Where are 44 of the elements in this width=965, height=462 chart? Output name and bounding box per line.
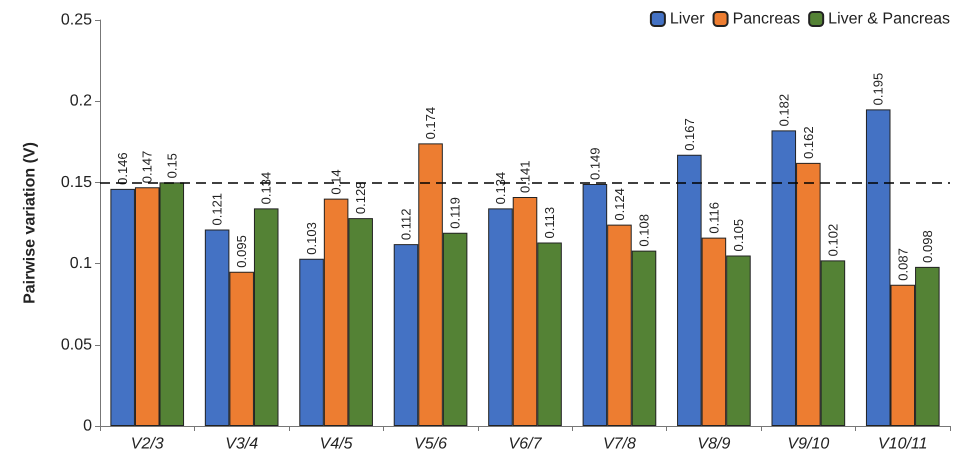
data-label: 0.113 xyxy=(542,206,558,238)
data-label: 0.116 xyxy=(706,202,722,234)
data-label: 0.14 xyxy=(328,169,344,195)
data-label: 0.15 xyxy=(164,153,180,178)
y-tick-label: 0.25 xyxy=(60,12,92,28)
data-label: 0.098 xyxy=(920,230,935,263)
data-label: 0.095 xyxy=(234,235,250,268)
x-tick-label: V8/9 xyxy=(697,436,730,452)
data-label: 0.141 xyxy=(518,160,532,194)
x-tick-label: V7/8 xyxy=(602,436,636,452)
data-label: 0.103 xyxy=(304,222,320,255)
data-label: 0.174 xyxy=(423,106,438,140)
y-tick-label: 0.05 xyxy=(60,336,92,354)
x-tick-label: V6/7 xyxy=(508,436,543,452)
x-tick-label: V5/6 xyxy=(414,436,448,452)
data-label: 0.121 xyxy=(210,192,225,226)
x-tick-label: V3/4 xyxy=(225,436,258,452)
y-tick-label: 0 xyxy=(83,418,92,434)
x-tick-label: V10/11 xyxy=(878,436,928,452)
legend-label: Pancreas xyxy=(732,10,800,28)
data-label: 0.134 xyxy=(492,172,508,204)
data-label: 0.119 xyxy=(448,197,463,229)
data-label: 0.112 xyxy=(398,208,414,240)
data-label: 0.149 xyxy=(587,147,602,180)
y-tick-label: 0.2 xyxy=(70,92,92,110)
data-label: 0.102 xyxy=(825,224,840,256)
y-tick-label: 0.15 xyxy=(60,174,92,191)
data-label: 0.087 xyxy=(895,248,910,281)
data-label: 0.147 xyxy=(140,150,155,184)
x-tick-label: V4/5 xyxy=(320,436,353,452)
x-tick-label: V2/3 xyxy=(130,436,164,452)
data-label: 0.105 xyxy=(730,218,746,252)
y-axis-title: Pairwise variation (V) xyxy=(22,142,38,304)
legend-label: Liver xyxy=(670,10,706,28)
data-label: 0.108 xyxy=(636,214,652,247)
data-label: 0.134 xyxy=(258,172,274,204)
data-label: 0.182 xyxy=(776,94,792,126)
data-label: 0.124 xyxy=(612,188,627,221)
x-tick-label: V9/10 xyxy=(787,436,830,452)
data-label: 0.167 xyxy=(682,118,697,151)
data-label: 0.162 xyxy=(800,126,816,159)
y-tick-label: 0.1 xyxy=(70,255,92,272)
legend-label: Liver & Pancreas xyxy=(828,10,950,28)
data-label: 0.195 xyxy=(870,72,886,106)
